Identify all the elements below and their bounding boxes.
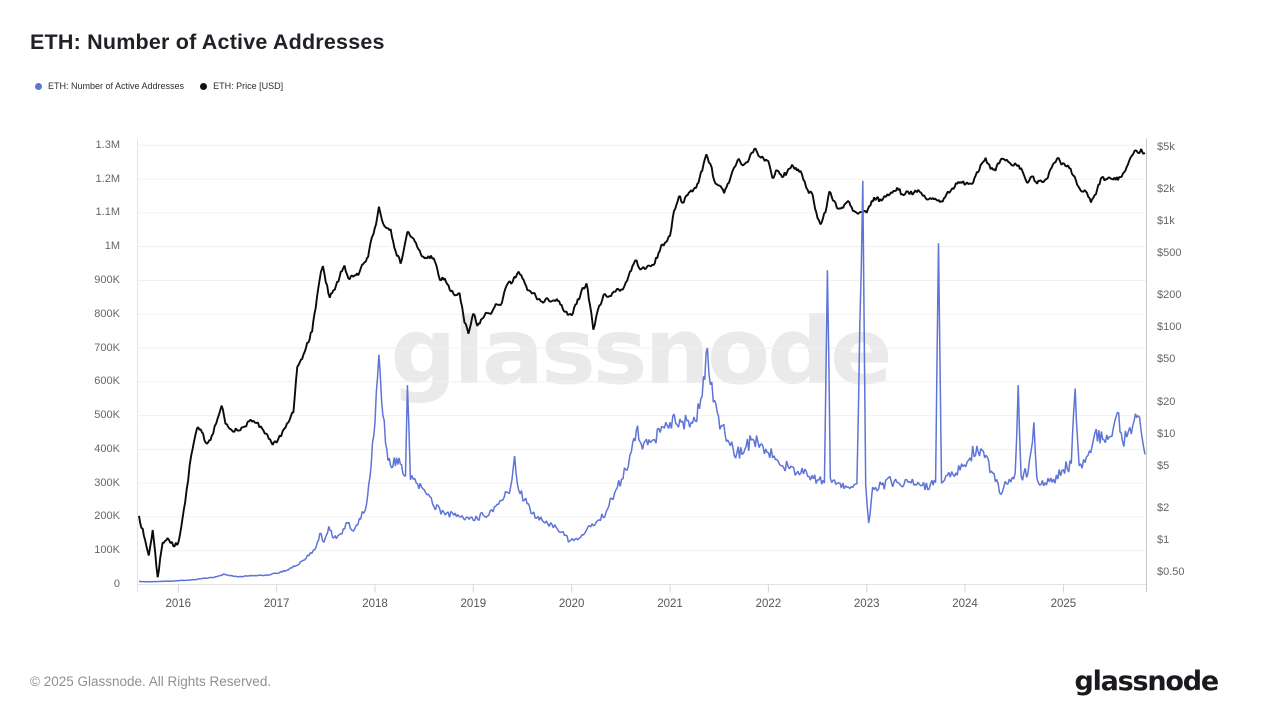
copyright-text: © 2025 Glassnode. All Rights Reserved.	[30, 674, 272, 689]
price-line[interactable]	[138, 147, 1146, 578]
legend-dot-black-icon	[200, 82, 208, 90]
page-title: ETH: Number of Active Addresses	[30, 30, 385, 54]
active-addresses-chart[interactable]: glassnode 0 100K 200K 300K 400K 500K 600K 700K 8…	[0, 120, 1280, 630]
legend-label: ETH: Price [USD]	[213, 81, 284, 91]
glassnode-logo: glassnode	[1074, 666, 1219, 697]
chart-legend: ETH: Number of Active Addresses ETH: Pri…	[35, 81, 283, 91]
legend-item-active-addresses[interactable]: ETH: Number of Active Addresses	[35, 81, 184, 91]
legend-item-price[interactable]: ETH: Price [USD]	[200, 81, 283, 91]
legend-label: ETH: Number of Active Addresses	[48, 81, 185, 91]
legend-dot-blue-icon	[35, 82, 42, 90]
active-addresses-line[interactable]	[138, 180, 1146, 583]
